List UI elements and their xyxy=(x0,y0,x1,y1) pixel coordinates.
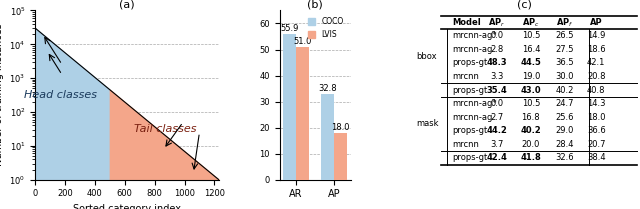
Text: 35.4: 35.4 xyxy=(486,85,508,94)
Text: mrcnn-ag: mrcnn-ag xyxy=(452,45,492,54)
Text: 10.5: 10.5 xyxy=(522,31,540,40)
Text: 14.3: 14.3 xyxy=(587,99,605,108)
Text: 44.5: 44.5 xyxy=(520,59,541,68)
Text: AP$_c$: AP$_c$ xyxy=(522,16,540,29)
Text: 20.7: 20.7 xyxy=(587,140,605,149)
Text: 0.0: 0.0 xyxy=(490,31,504,40)
Text: 20.0: 20.0 xyxy=(522,140,540,149)
Text: props-gt: props-gt xyxy=(452,126,487,135)
Text: mrcnn: mrcnn xyxy=(452,140,479,149)
Text: 16.8: 16.8 xyxy=(522,113,540,122)
Text: 44.2: 44.2 xyxy=(486,126,508,135)
Text: 2.7: 2.7 xyxy=(490,113,504,122)
Text: 20.8: 20.8 xyxy=(587,72,605,81)
Text: 19.0: 19.0 xyxy=(522,72,540,81)
Text: 10.5: 10.5 xyxy=(522,99,540,108)
Text: mrcnn-ag*: mrcnn-ag* xyxy=(452,31,497,40)
Text: AP: AP xyxy=(590,18,602,27)
Text: props-gt: props-gt xyxy=(452,85,487,94)
Text: 26.5: 26.5 xyxy=(556,31,574,40)
Bar xyxy=(321,94,334,180)
Title: (c): (c) xyxy=(516,0,532,10)
Text: 18.0: 18.0 xyxy=(587,113,605,122)
Text: bbox: bbox xyxy=(416,52,436,61)
Text: 25.6: 25.6 xyxy=(556,113,574,122)
Title: (b): (b) xyxy=(307,0,323,10)
Text: 18.0: 18.0 xyxy=(332,122,350,131)
Y-axis label: Number of training instances: Number of training instances xyxy=(0,24,4,167)
Text: 41.8: 41.8 xyxy=(520,153,541,162)
Text: 28.4: 28.4 xyxy=(556,140,574,149)
Text: 40.2: 40.2 xyxy=(520,126,541,135)
Text: 51.0: 51.0 xyxy=(294,37,312,46)
Text: mrcnn-ag*: mrcnn-ag* xyxy=(452,99,497,108)
Text: 27.5: 27.5 xyxy=(556,45,574,54)
Text: 36.6: 36.6 xyxy=(587,126,605,135)
Bar xyxy=(334,133,348,180)
Bar xyxy=(283,34,296,180)
Text: 55.9: 55.9 xyxy=(280,24,299,33)
Text: mask: mask xyxy=(416,119,438,128)
Text: 38.4: 38.4 xyxy=(587,153,605,162)
Text: props-gt: props-gt xyxy=(452,59,487,68)
Text: 2.8: 2.8 xyxy=(490,45,504,54)
Text: 40.8: 40.8 xyxy=(587,85,605,94)
Text: 3.3: 3.3 xyxy=(490,72,504,81)
Text: Tail classes: Tail classes xyxy=(134,124,196,134)
Text: 3.7: 3.7 xyxy=(490,140,504,149)
Text: 42.4: 42.4 xyxy=(486,153,508,162)
Text: 0.0: 0.0 xyxy=(490,99,504,108)
Text: 43.0: 43.0 xyxy=(520,85,541,94)
Legend: COCO, LVIS: COCO, LVIS xyxy=(305,14,347,42)
Text: mrcnn: mrcnn xyxy=(452,72,479,81)
Text: Model: Model xyxy=(452,18,481,27)
Bar xyxy=(296,47,309,180)
Text: 18.6: 18.6 xyxy=(587,45,605,54)
Text: mrcnn-ag: mrcnn-ag xyxy=(452,113,492,122)
Text: 48.3: 48.3 xyxy=(487,59,508,68)
Text: 14.9: 14.9 xyxy=(587,31,605,40)
Text: 16.4: 16.4 xyxy=(522,45,540,54)
Text: 29.0: 29.0 xyxy=(556,126,574,135)
Text: 24.7: 24.7 xyxy=(556,99,574,108)
Text: AP$_r$: AP$_r$ xyxy=(488,16,506,29)
Text: 36.5: 36.5 xyxy=(556,59,574,68)
X-axis label: Sorted category index: Sorted category index xyxy=(73,204,181,209)
Title: (a): (a) xyxy=(119,0,135,10)
Text: 42.1: 42.1 xyxy=(587,59,605,68)
Text: 40.2: 40.2 xyxy=(556,85,574,94)
Text: 30.0: 30.0 xyxy=(556,72,574,81)
Text: AP$_f$: AP$_f$ xyxy=(556,16,573,29)
Text: 32.8: 32.8 xyxy=(318,84,337,93)
Text: Head classes: Head classes xyxy=(24,90,97,100)
Text: 32.6: 32.6 xyxy=(556,153,574,162)
Text: props-gt: props-gt xyxy=(452,153,487,162)
